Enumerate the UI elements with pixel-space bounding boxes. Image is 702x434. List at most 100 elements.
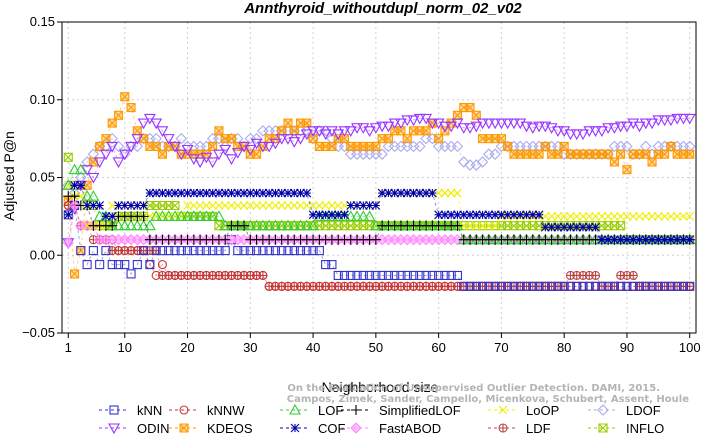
point-knnw bbox=[264, 281, 274, 291]
legend-item-ldf: LDF bbox=[488, 421, 551, 434]
point-kdeos bbox=[465, 102, 475, 113]
point-cof bbox=[459, 210, 469, 220]
point-loop bbox=[208, 201, 218, 210]
point-odin bbox=[426, 118, 439, 130]
point-odin bbox=[489, 118, 502, 130]
point-odin bbox=[363, 126, 376, 137]
point-ldf bbox=[591, 270, 601, 281]
point-cof bbox=[352, 201, 362, 210]
point-knnw bbox=[189, 270, 199, 281]
point-knnw bbox=[302, 281, 312, 291]
point-knn bbox=[427, 270, 437, 281]
point-lof bbox=[282, 219, 294, 231]
point-lof bbox=[125, 219, 137, 231]
y-tick-label: 0.00 bbox=[30, 247, 55, 262]
legend-item-inflo: INFLO bbox=[588, 421, 664, 434]
point-knnw bbox=[220, 270, 230, 281]
point-odin bbox=[476, 118, 489, 130]
point-cof bbox=[679, 235, 688, 245]
x-tick-label: 40 bbox=[306, 340, 320, 355]
point-loop bbox=[453, 188, 462, 198]
point-ldof bbox=[476, 156, 489, 168]
point-knnw bbox=[233, 270, 243, 281]
point-knnw bbox=[201, 270, 211, 281]
point-odin bbox=[106, 141, 119, 153]
point-loop bbox=[220, 201, 230, 210]
legend-label-knnw: kNNW bbox=[207, 403, 245, 418]
point-knn bbox=[201, 246, 211, 256]
point-lof bbox=[319, 210, 332, 221]
credit-line-1: Campos, Zimek, Sander, Campello, Micenko… bbox=[287, 394, 689, 405]
point-cof bbox=[145, 188, 155, 198]
point-odin bbox=[564, 129, 577, 141]
point-cof bbox=[63, 210, 73, 220]
point-cof bbox=[95, 201, 105, 210]
series-line-loop bbox=[67, 185, 690, 227]
point-cof bbox=[126, 201, 136, 210]
point-cof bbox=[289, 188, 299, 198]
point-odin bbox=[577, 129, 589, 141]
point-knn bbox=[95, 260, 105, 270]
point-odin bbox=[633, 121, 646, 133]
point-ldof bbox=[640, 140, 652, 153]
point-knn bbox=[578, 281, 588, 291]
point-odin bbox=[533, 121, 546, 133]
point-cof bbox=[591, 222, 600, 232]
point-knnw bbox=[446, 281, 456, 291]
point-ldof bbox=[414, 140, 426, 153]
point-knnw bbox=[258, 270, 268, 281]
point-knn bbox=[189, 246, 199, 256]
point-loop bbox=[201, 201, 211, 210]
point-knn bbox=[377, 270, 387, 281]
point-odin bbox=[181, 144, 194, 156]
y-tick-label: 0.05 bbox=[30, 170, 55, 185]
point-inflo bbox=[170, 200, 180, 211]
point-lof bbox=[351, 210, 363, 221]
point-lof bbox=[150, 210, 163, 221]
point-knn bbox=[371, 270, 381, 281]
point-lof bbox=[169, 210, 181, 221]
point-ldof bbox=[131, 140, 144, 153]
legend-label-simplifiedlof: SimplifiedLOF bbox=[379, 403, 461, 418]
point-cof bbox=[183, 188, 192, 198]
point-loop bbox=[327, 201, 337, 210]
point-knn bbox=[164, 246, 174, 256]
point-cof bbox=[547, 222, 557, 232]
legend-item-odin: ODIN bbox=[99, 421, 170, 434]
point-odin bbox=[269, 138, 282, 150]
point-knnw bbox=[164, 270, 174, 281]
point-ldof bbox=[112, 140, 125, 153]
point-odin bbox=[526, 123, 539, 134]
point-cof bbox=[453, 210, 462, 220]
point-loop bbox=[289, 201, 299, 210]
point-ldf bbox=[628, 270, 638, 281]
point-kdeos bbox=[660, 149, 670, 159]
point-odin bbox=[614, 121, 627, 133]
point-kdeos bbox=[95, 141, 105, 151]
point-loop bbox=[333, 201, 343, 210]
point-ldof bbox=[376, 148, 388, 160]
point-odin bbox=[639, 118, 652, 130]
point-knn bbox=[365, 270, 375, 281]
legend-marker-loop bbox=[498, 405, 508, 415]
point-cof bbox=[660, 235, 670, 245]
point-loop bbox=[635, 211, 644, 221]
point-inflo bbox=[616, 221, 626, 231]
point-kdeos bbox=[452, 110, 463, 120]
point-knn bbox=[139, 246, 149, 256]
point-loop bbox=[258, 201, 268, 210]
legend-label-kdeos: KDEOS bbox=[207, 421, 253, 434]
point-knn bbox=[647, 281, 657, 291]
point-cof bbox=[70, 180, 79, 190]
point-cof bbox=[434, 210, 444, 220]
point-ldof bbox=[633, 148, 646, 160]
point-knn bbox=[82, 260, 92, 270]
point-kdeos bbox=[534, 149, 544, 159]
point-lof bbox=[212, 210, 225, 221]
point-odin bbox=[263, 141, 276, 153]
point-cof bbox=[239, 188, 249, 198]
point-cof bbox=[227, 188, 236, 198]
point-knn bbox=[151, 246, 161, 256]
point-kdeos bbox=[107, 118, 117, 128]
